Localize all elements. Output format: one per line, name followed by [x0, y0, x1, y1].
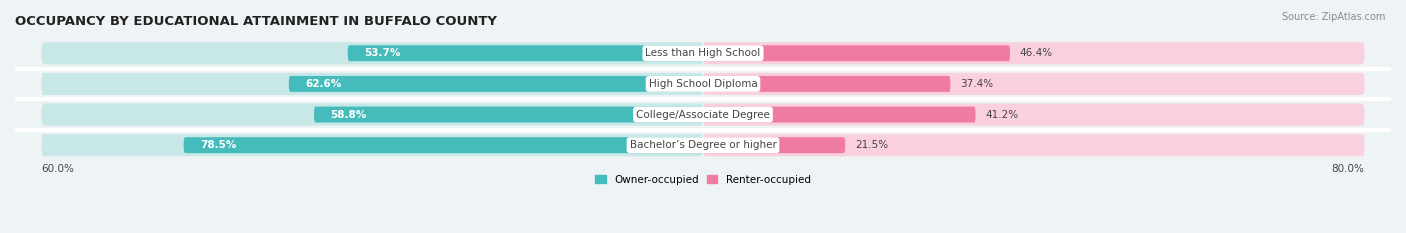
FancyBboxPatch shape	[703, 73, 1365, 95]
FancyBboxPatch shape	[41, 103, 703, 126]
FancyBboxPatch shape	[41, 103, 1365, 126]
Text: College/Associate Degree: College/Associate Degree	[636, 110, 770, 120]
Text: 78.5%: 78.5%	[200, 140, 236, 150]
Text: Less than High School: Less than High School	[645, 48, 761, 58]
FancyBboxPatch shape	[703, 45, 1010, 61]
Text: 41.2%: 41.2%	[986, 110, 1018, 120]
FancyBboxPatch shape	[41, 73, 703, 95]
Text: 21.5%: 21.5%	[855, 140, 889, 150]
Text: 60.0%: 60.0%	[41, 164, 75, 174]
FancyBboxPatch shape	[184, 137, 703, 153]
FancyBboxPatch shape	[41, 42, 703, 64]
Legend: Owner-occupied, Renter-occupied: Owner-occupied, Renter-occupied	[591, 171, 815, 189]
Text: OCCUPANCY BY EDUCATIONAL ATTAINMENT IN BUFFALO COUNTY: OCCUPANCY BY EDUCATIONAL ATTAINMENT IN B…	[15, 15, 496, 28]
Text: 80.0%: 80.0%	[1331, 164, 1365, 174]
FancyBboxPatch shape	[41, 42, 1365, 64]
FancyBboxPatch shape	[347, 45, 703, 61]
Text: 58.8%: 58.8%	[330, 110, 367, 120]
FancyBboxPatch shape	[41, 73, 1365, 95]
Text: High School Diploma: High School Diploma	[648, 79, 758, 89]
Text: 46.4%: 46.4%	[1019, 48, 1053, 58]
FancyBboxPatch shape	[703, 42, 1365, 64]
Text: Source: ZipAtlas.com: Source: ZipAtlas.com	[1281, 12, 1385, 22]
FancyBboxPatch shape	[41, 134, 703, 156]
Text: 53.7%: 53.7%	[364, 48, 401, 58]
Text: 62.6%: 62.6%	[305, 79, 342, 89]
FancyBboxPatch shape	[703, 103, 1365, 126]
FancyBboxPatch shape	[703, 134, 1365, 156]
FancyBboxPatch shape	[703, 106, 976, 123]
Text: Bachelor’s Degree or higher: Bachelor’s Degree or higher	[630, 140, 776, 150]
FancyBboxPatch shape	[314, 106, 703, 123]
FancyBboxPatch shape	[703, 76, 950, 92]
Text: 37.4%: 37.4%	[960, 79, 994, 89]
FancyBboxPatch shape	[41, 134, 1365, 156]
FancyBboxPatch shape	[703, 137, 845, 153]
FancyBboxPatch shape	[288, 76, 703, 92]
